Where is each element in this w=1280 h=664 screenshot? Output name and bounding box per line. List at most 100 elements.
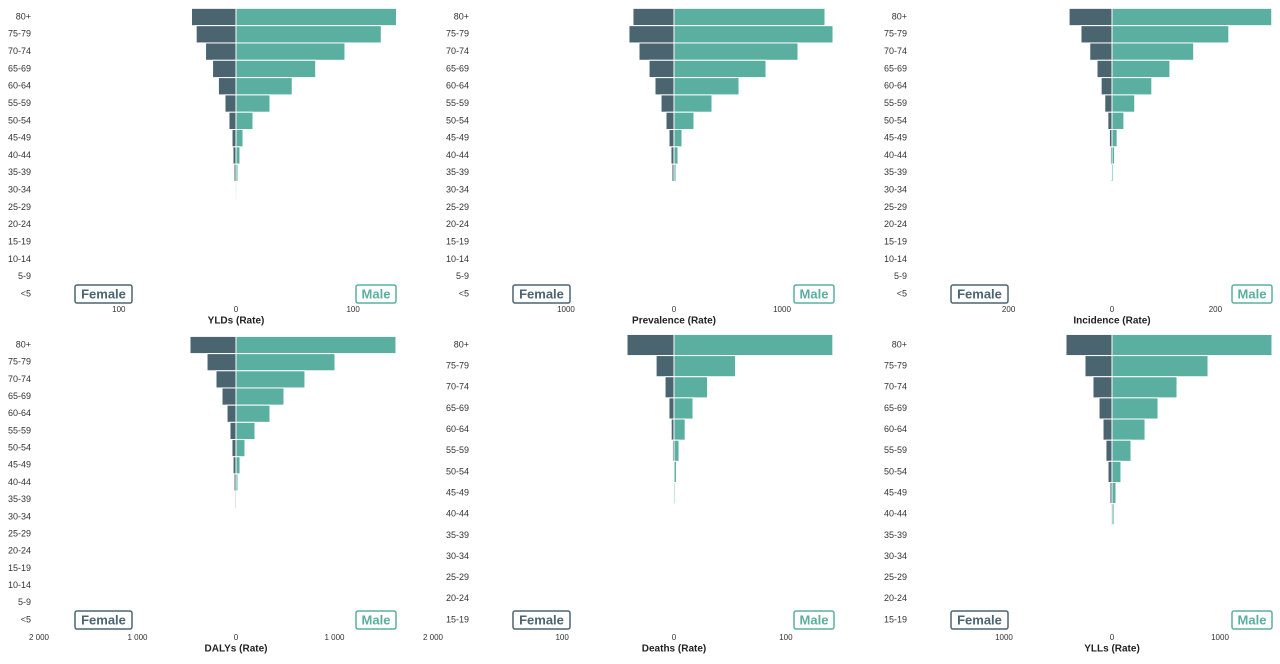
y-tick-label: 5-9: [894, 271, 907, 281]
bar: [228, 111, 237, 131]
y-tick-label: 10-14: [8, 580, 31, 590]
legend-label: Male: [1238, 612, 1267, 627]
bar: [1080, 25, 1113, 44]
bar: [673, 180, 676, 200]
legend-label: Female: [81, 612, 126, 627]
bar: [205, 42, 237, 61]
y-tick-label: 75-79: [884, 361, 907, 371]
y-tick-label: <5: [21, 288, 31, 298]
y-tick-label: 65-69: [8, 63, 31, 73]
y-tick-label: 50-54: [446, 466, 469, 476]
y-tick-label: 60-64: [884, 81, 907, 91]
bar: [1104, 94, 1113, 113]
y-tick-label: 35-39: [884, 167, 907, 177]
bar: [231, 129, 237, 148]
y-tick-label: 20-24: [446, 219, 469, 229]
legend-box: [793, 284, 835, 304]
y-tick-label: 25-29: [446, 572, 469, 582]
y-tick-label: 60-64: [8, 408, 31, 418]
bar: [215, 370, 237, 389]
bar: [673, 439, 680, 462]
legend-label: Female: [957, 286, 1002, 301]
bar: [673, 376, 709, 399]
bar: [1111, 129, 1118, 148]
x-tick-label: 200: [1002, 305, 1016, 314]
y-tick-label: 50-54: [884, 466, 907, 476]
y-tick-label: 65-69: [446, 403, 469, 413]
y-tick-label: 30-34: [8, 185, 31, 195]
y-tick-label: 75-79: [8, 357, 31, 367]
bar: [235, 59, 317, 79]
x-axis-title: DALYs (Rate): [205, 644, 268, 655]
bar: [673, 129, 683, 148]
bar: [235, 163, 239, 182]
bar: [660, 94, 675, 113]
bar: [1111, 94, 1136, 113]
legend-label: Male: [800, 612, 829, 627]
legend-label: Female: [957, 612, 1002, 627]
y-tick-label: 15-19: [8, 236, 31, 246]
y-tick-label: 45-49: [884, 133, 907, 143]
y-tick-label: 30-34: [884, 185, 907, 195]
y-tick-label: 75-79: [884, 29, 907, 39]
bar: [673, 355, 737, 378]
bar: [632, 7, 675, 27]
bar: [231, 439, 237, 458]
y-tick-label: 10-14: [8, 254, 31, 264]
y-tick-label: 30-34: [8, 511, 31, 521]
y-tick-label: 40-44: [8, 477, 31, 487]
bar: [235, 421, 256, 441]
x-tick-label: 100: [346, 305, 360, 314]
y-tick-label: 25-29: [446, 202, 469, 212]
x-axis-title: Incidence (Rate): [1073, 316, 1150, 327]
bar: [1065, 333, 1113, 357]
chart-panel: 80+ 75-79 70-74 65-69 60-64 55-59 50-54 45-49 40…: [8, 7, 398, 327]
y-tick-label: 5-9: [456, 271, 469, 281]
x-tick-label: 100: [779, 633, 793, 642]
y-tick-label: 55-59: [884, 98, 907, 108]
chart-panel: 80+ 75-79 70-74 65-69 60-64 55-59 50-54 45-49 40…: [884, 7, 1273, 327]
y-tick-label: 75-79: [446, 29, 469, 39]
y-tick-label: 40-44: [8, 150, 31, 160]
y-tick-label: 70-74: [884, 46, 907, 56]
bar: [673, 7, 826, 27]
x-tick-label: 1000: [1211, 633, 1229, 642]
y-tick-label: <5: [459, 288, 469, 298]
y-tick-label: 50-54: [8, 443, 31, 453]
bar: [638, 42, 675, 61]
y-tick-label: 80+: [16, 11, 31, 21]
bar: [1111, 355, 1209, 378]
y-tick-label: 55-59: [8, 425, 31, 435]
bar: [655, 355, 675, 378]
bar: [217, 77, 237, 96]
bar: [673, 460, 677, 484]
y-tick-label: 30-34: [446, 551, 469, 561]
y-tick-label: 40-44: [884, 150, 907, 160]
y-tick-label: 30-34: [446, 185, 469, 195]
bar: [189, 335, 237, 355]
y-tick-label: 25-29: [8, 528, 31, 538]
bar: [235, 7, 398, 27]
bar: [235, 111, 254, 131]
y-tick-label: 50-54: [8, 115, 31, 125]
bar: [224, 94, 237, 113]
y-tick-label: 25-29: [884, 572, 907, 582]
y-tick-label: 15-19: [446, 236, 469, 246]
bar: [1111, 163, 1115, 182]
bar: [1111, 524, 1114, 547]
y-tick-label: 65-69: [446, 63, 469, 73]
x-tick-label: 0: [1110, 633, 1115, 642]
legend-box: [74, 284, 133, 304]
bar: [673, 77, 740, 96]
bar: [673, 59, 767, 79]
x-tick-label: 0: [1110, 305, 1115, 314]
bar: [235, 198, 238, 217]
chart-panel: 80+ 75-79 70-74 65-69 60-64 55-59 50-54 45-49 40…: [8, 335, 444, 655]
y-tick-label: 20-24: [8, 219, 31, 229]
bar: [1111, 7, 1273, 27]
legend-label: Male: [1238, 286, 1267, 301]
x-tick-label: 1000: [557, 305, 575, 314]
bar: [235, 25, 382, 44]
bar: [226, 404, 237, 423]
